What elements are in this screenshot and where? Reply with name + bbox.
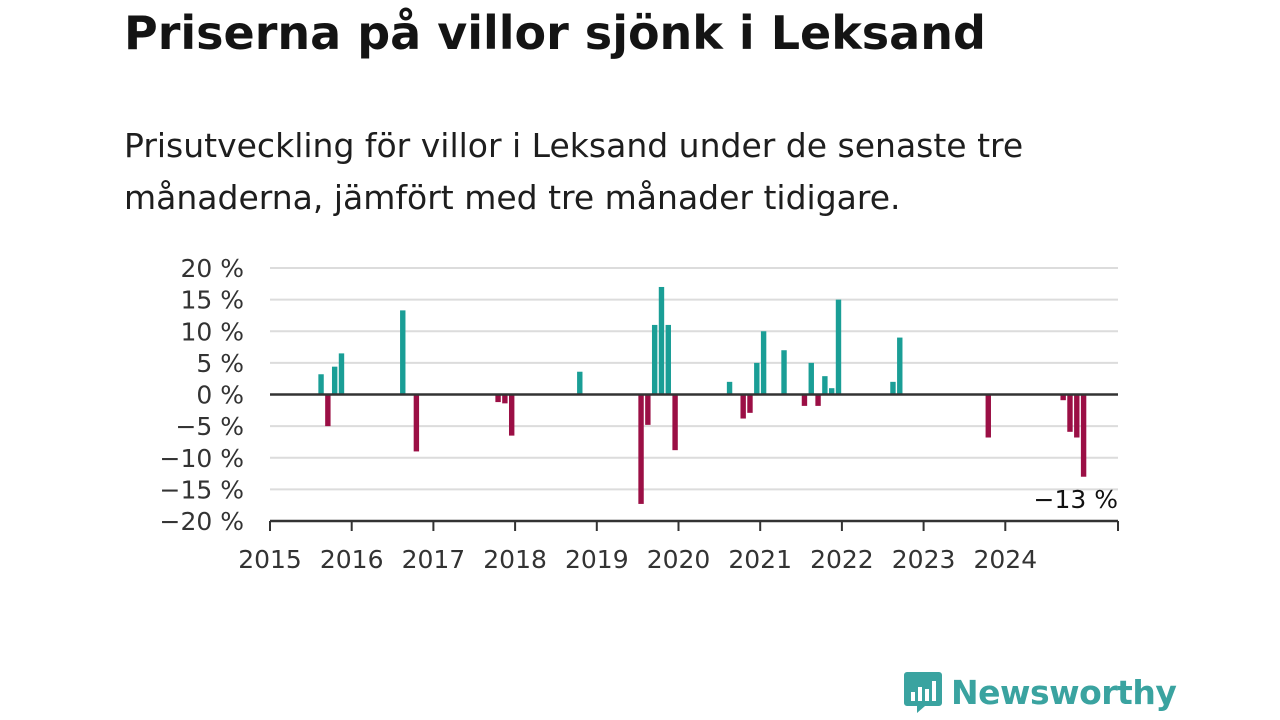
bar <box>747 394 753 413</box>
bar <box>638 394 644 504</box>
bar <box>318 374 324 395</box>
newsworthy-chart-icon <box>904 672 942 713</box>
bar <box>495 394 501 403</box>
bar <box>815 394 821 406</box>
bar <box>726 381 733 395</box>
newsworthy-logo: Newsworthy <box>903 670 1177 714</box>
bar <box>897 337 903 395</box>
bar <box>985 394 991 438</box>
bar <box>325 394 331 427</box>
y-tick-label: 10 % <box>180 317 244 346</box>
brand-name: Newsworthy <box>951 672 1177 712</box>
x-tick-label: 2020 <box>647 545 711 574</box>
bar <box>801 394 808 406</box>
bar <box>672 394 678 451</box>
bar <box>413 394 420 452</box>
bar <box>760 331 767 395</box>
x-tick-label: 2024 <box>973 545 1037 574</box>
bar <box>1074 394 1080 438</box>
bars <box>318 286 1087 504</box>
x-tick-label: 2015 <box>238 545 302 574</box>
y-axis-ticks: 20 % 15 %10 % 5 % 0 %−5 % −10 %−15 % −20 % <box>160 254 244 536</box>
bar <box>658 286 665 395</box>
gridlines <box>270 267 1118 491</box>
x-tick-label: 2017 <box>402 545 466 574</box>
bar <box>400 310 406 395</box>
bar <box>835 299 842 395</box>
x-tick-label: 2016 <box>320 545 384 574</box>
y-tick-label: −15 % <box>160 475 244 504</box>
y-tick-label: −10 % <box>160 444 244 473</box>
chart-title: Priserna på villor sjönk i Leksand <box>124 6 986 60</box>
bar <box>651 324 658 395</box>
x-tick-label: 2018 <box>483 545 547 574</box>
x-tick-label: 2021 <box>728 545 792 574</box>
bar <box>338 353 345 395</box>
last-value-label: −13 % <box>1034 485 1118 514</box>
bar <box>1080 394 1087 477</box>
x-tick-label: 2022 <box>810 545 874 574</box>
bar <box>508 394 515 436</box>
y-tick-label: −5 % <box>175 412 244 441</box>
x-tick-label: 2023 <box>892 545 956 574</box>
x-tick-label: 2019 <box>565 545 629 574</box>
bar <box>890 381 896 395</box>
y-tick-label: −20 % <box>160 507 244 536</box>
y-tick-label: 0 % <box>196 381 244 410</box>
chart-subtitle: Prisutveckling för villor i Leksand unde… <box>124 126 1024 217</box>
y-tick-label: 5 % <box>196 349 244 378</box>
bar <box>808 362 814 395</box>
bar-chart: 20 % 15 %10 % 5 % 0 %−5 % −10 %−15 % −20 % 20… <box>160 254 1119 574</box>
y-tick-label: 20 % <box>180 254 244 283</box>
bar <box>740 394 746 419</box>
bar <box>754 362 760 395</box>
bar <box>781 350 787 395</box>
bar <box>1067 394 1073 432</box>
bar <box>822 376 828 395</box>
bar <box>577 371 583 395</box>
y-tick-label: 15 % <box>180 286 244 315</box>
bar <box>1060 394 1066 401</box>
bar <box>331 366 338 395</box>
bar <box>645 394 651 425</box>
bar <box>828 388 835 395</box>
bar <box>502 394 508 404</box>
bar <box>665 324 671 395</box>
x-axis: 2015 2016 2017 2018 2019 2020 2021 2022 2023 2024 <box>238 519 1119 574</box>
